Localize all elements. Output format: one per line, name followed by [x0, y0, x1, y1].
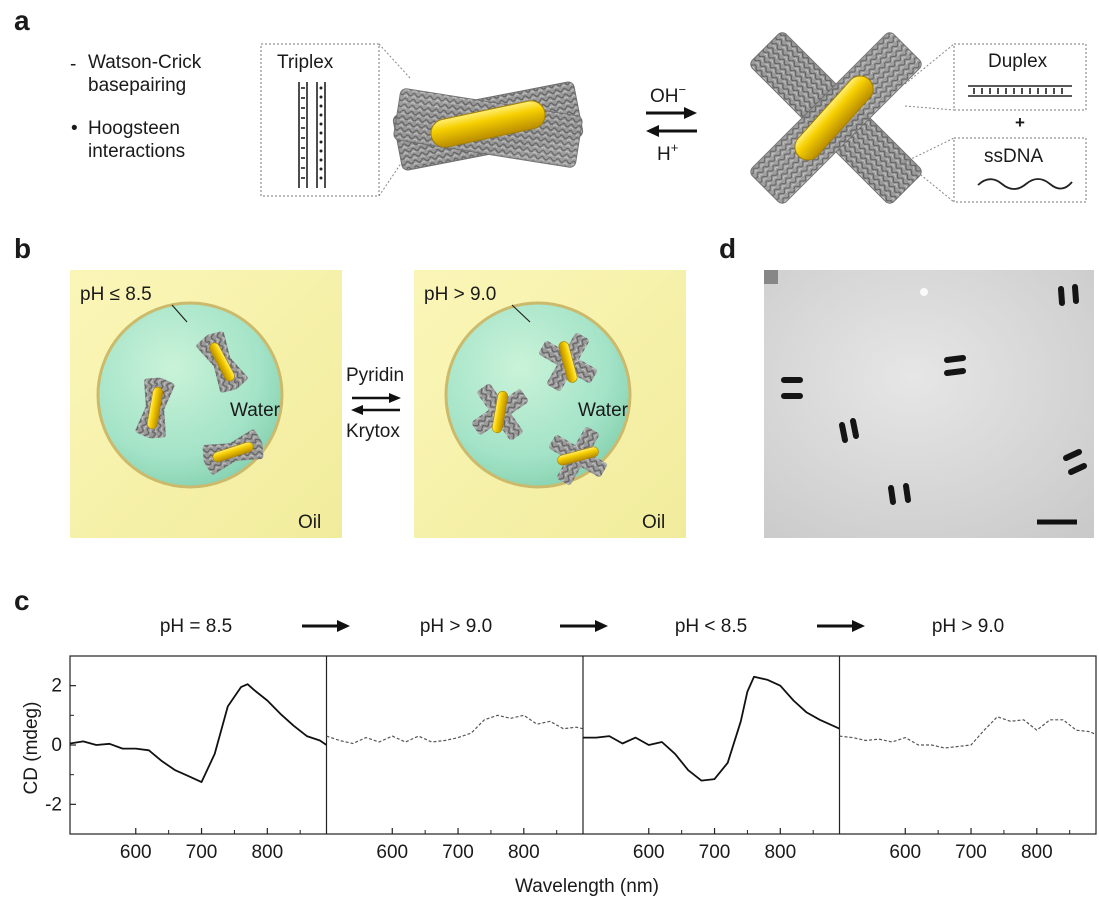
condition-label-4: pH > 9.0 — [932, 616, 1004, 637]
zoom-line-top-left — [379, 44, 410, 78]
ssdna-label: ssDNA — [984, 146, 1043, 167]
right-ph-label: pH > 9.0 — [424, 284, 496, 305]
x-tick-label: 600 — [889, 842, 921, 863]
panel-a: a - Watson-Crick basepairing • Hoogsteen… — [14, 5, 1086, 206]
tem-corner-shadow — [764, 270, 778, 284]
x-tick-label: 600 — [120, 842, 152, 863]
duplex-label: Duplex — [988, 51, 1048, 72]
oil-label-left: Oil — [298, 512, 321, 533]
legend-dash-symbol: - — [70, 54, 76, 75]
x-tick-label: 800 — [251, 842, 283, 863]
x-tick-label: 700 — [186, 842, 218, 863]
reverse-label-krytox: Krytox — [346, 421, 400, 442]
panel-d-letter: d — [719, 233, 736, 264]
forward-label-pyridin: Pyridin — [346, 365, 404, 386]
y-tick-label: 0 — [51, 735, 62, 756]
cd-spectra-chart: -2 0 2 600 700 800 600 700 800 600 700 800 600 700 800 — [45, 656, 1096, 863]
origami-closed-image — [392, 81, 583, 171]
y-tick-label: 2 — [51, 676, 62, 697]
condition-label-1: pH = 8.5 — [160, 616, 232, 637]
origami-open-image — [748, 30, 923, 205]
x-axis-label: Wavelength (nm) — [515, 876, 659, 897]
triplex-label: Triplex — [277, 52, 334, 73]
x-tick-label: 800 — [764, 842, 796, 863]
tem-bright-spot — [920, 288, 928, 296]
condition-arrow-2 — [560, 620, 608, 632]
x-tick-label: 800 — [1021, 842, 1053, 863]
x-tick-label: 700 — [442, 842, 474, 863]
panel-c: c pH = 8.5 pH > 9.0 pH < 8.5 pH > 9.0 -2… — [14, 585, 1096, 897]
panel-a-letter: a — [14, 5, 30, 36]
zoom-line-mid-right-a — [905, 106, 954, 110]
cd-series-line-4 — [840, 717, 1097, 748]
cd-series-line-2 — [327, 715, 584, 743]
legend-watson-crick-line1: Watson-Crick — [88, 52, 202, 73]
reverse-label-h: H+ — [657, 140, 678, 165]
tem-micrograph — [764, 270, 1094, 538]
panel-b-letter: b — [14, 233, 31, 264]
duplex-plus-label: + — [1015, 113, 1025, 132]
x-tick-label: 600 — [633, 842, 665, 863]
ssdna-wave-icon — [978, 179, 1072, 189]
forward-label-oh: OH− — [650, 82, 686, 107]
water-label-right: Water — [578, 400, 629, 421]
legend-dot-symbol: • — [71, 118, 78, 139]
oil-label-right: Oil — [642, 512, 665, 533]
x-tick-label: 600 — [376, 842, 408, 863]
water-droplet-right — [446, 303, 630, 487]
panel-b: b pH ≤ 8.5 Water Oil Pyridin — [14, 233, 686, 538]
condition-label-3: pH < 8.5 — [675, 616, 747, 637]
cd-series-line-3 — [583, 677, 840, 781]
legend-hoogsteen-line1: Hoogsteen — [88, 118, 180, 139]
condition-arrow-3 — [817, 620, 865, 632]
equilibrium-arrows-a: OH− H+ — [646, 82, 697, 165]
duplex-strands-icon — [968, 86, 1072, 96]
legend-hoogsteen-line2: interactions — [88, 141, 185, 162]
cd-series-line-1 — [70, 684, 327, 782]
equilibrium-arrows-b: Pyridin Krytox — [346, 365, 404, 442]
condition-arrow-1 — [302, 620, 350, 632]
condition-label-2: pH > 9.0 — [420, 616, 492, 637]
y-tick-label: -2 — [45, 794, 62, 815]
x-tick-label: 800 — [508, 842, 540, 863]
zoom-line-mid-right-b — [905, 138, 954, 162]
x-tick-label: 700 — [955, 842, 987, 863]
legend-watson-crick-line2: basepairing — [88, 75, 186, 96]
panel-c-letter: c — [14, 585, 30, 616]
left-ph-label: pH ≤ 8.5 — [80, 284, 152, 305]
water-label-left: Water — [230, 400, 281, 421]
x-tick-label: 700 — [699, 842, 731, 863]
hoogsteen-dots-icon — [320, 87, 323, 180]
y-axis-label: CD (mdeg) — [21, 702, 42, 795]
panel-d: d — [719, 233, 1094, 538]
